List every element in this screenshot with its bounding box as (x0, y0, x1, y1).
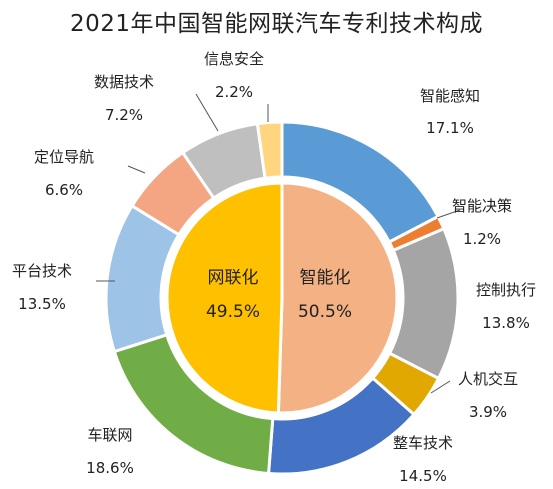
outer-name-2: 控制执行 (476, 281, 536, 299)
chart-title: 2021年中国智能网联汽车专利技术构成 (69, 11, 484, 37)
inner-name-0: 智能化 (300, 268, 351, 288)
outer-name-6: 平台技术 (12, 262, 72, 280)
outer-value-0: 17.1% (426, 119, 474, 137)
outer-name-5: 车联网 (87, 426, 132, 444)
outer-name-9: 信息安全 (204, 50, 264, 68)
outer-value-4: 14.5% (399, 467, 447, 485)
outer-value-5: 18.6% (86, 459, 134, 477)
inner-slice-0 (276, 181, 399, 415)
inner-slice-1 (165, 181, 284, 415)
inner-value-0: 50.5% (298, 302, 352, 322)
leader-line-1 (436, 209, 461, 219)
outer-value-3: 3.9% (469, 403, 507, 421)
outer-value-6: 13.5% (18, 295, 66, 313)
outer-name-0: 智能感知 (420, 87, 480, 105)
outer-value-9: 2.2% (215, 83, 253, 101)
inner-value-1: 49.5% (206, 302, 260, 322)
inner-name-1: 网联化 (208, 268, 259, 288)
outer-name-1: 智能决策 (452, 197, 512, 215)
leader-line-3 (430, 380, 451, 394)
outer-slice-9 (255, 120, 284, 180)
leader-line-8 (195, 93, 219, 132)
outer-value-1: 1.2% (463, 230, 501, 248)
outer-slice-2 (387, 226, 460, 381)
leader-line-7 (127, 165, 146, 174)
outer-name-4: 整车技术 (393, 434, 453, 452)
outer-value-8: 7.2% (105, 106, 143, 124)
outer-name-3: 人机交互 (458, 370, 518, 388)
outer-name-8: 数据技术 (94, 73, 154, 91)
outer-value-2: 13.8% (482, 314, 530, 332)
outer-value-7: 6.6% (45, 181, 83, 199)
outer-name-7: 定位导航 (34, 148, 94, 166)
